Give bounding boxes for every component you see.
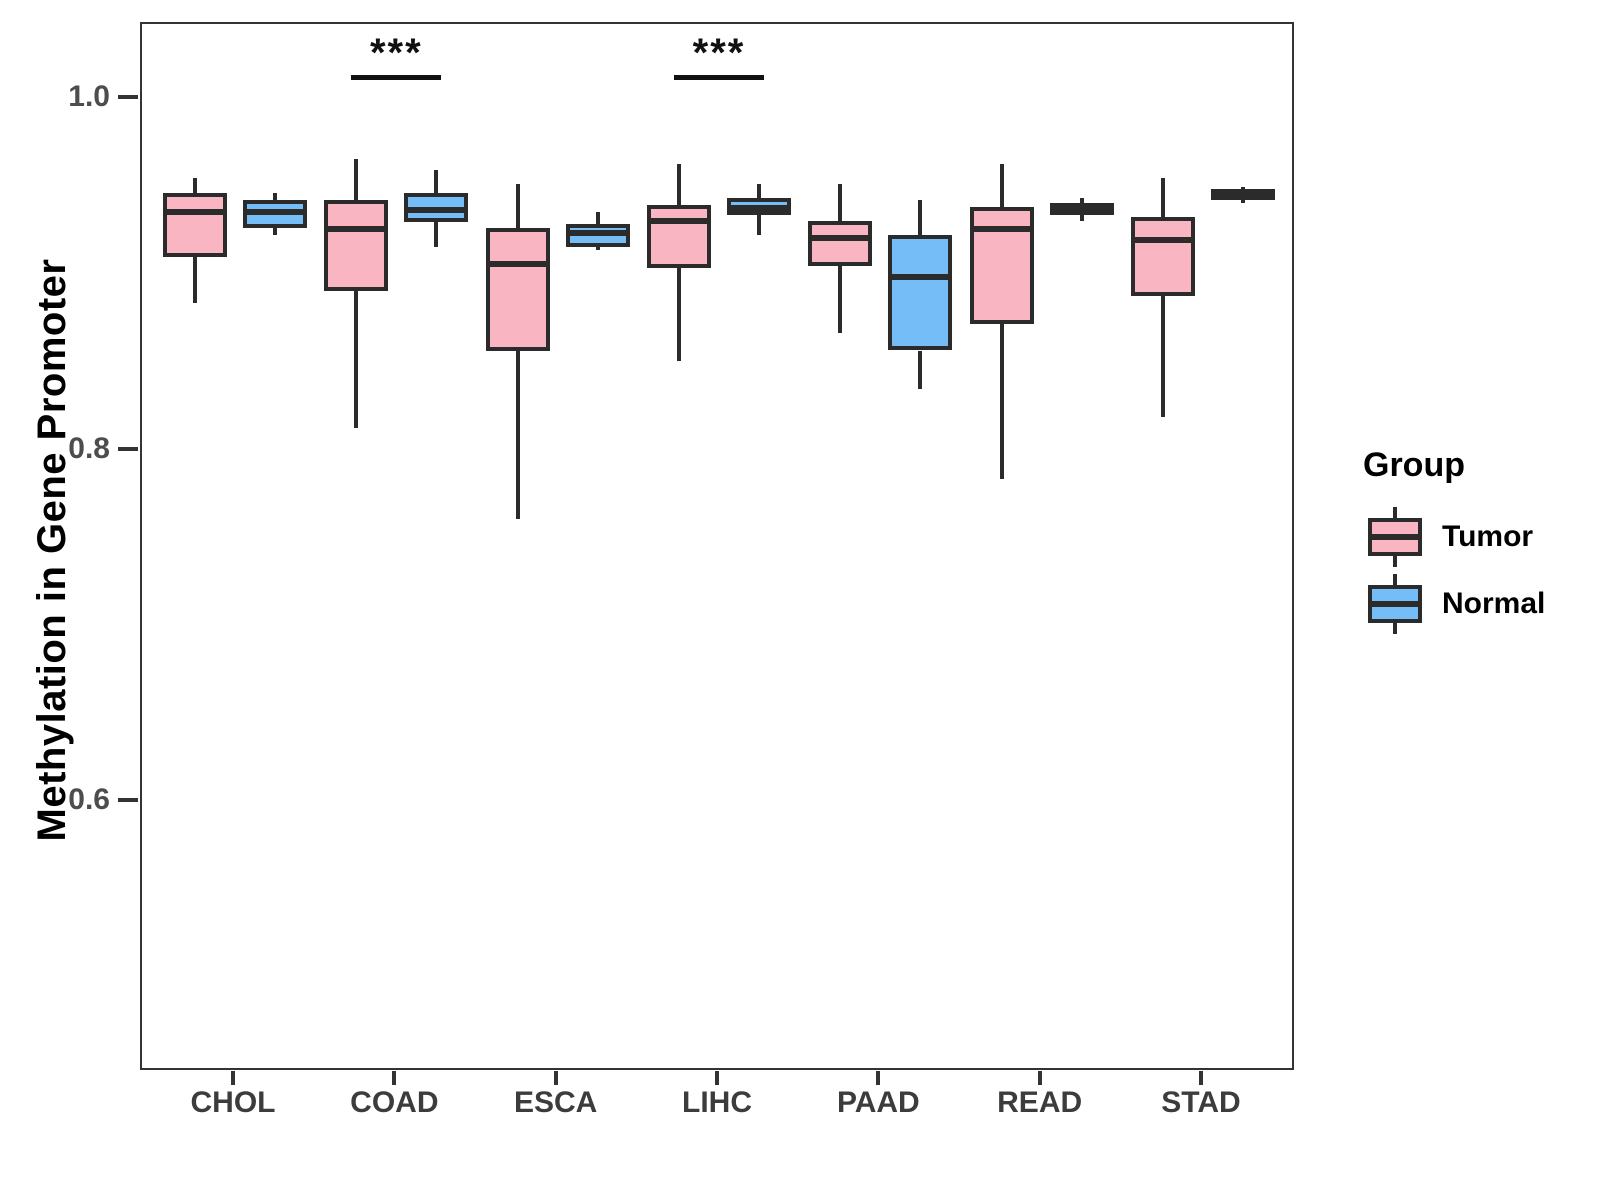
legend-item-label-tumor: Tumor <box>1442 520 1534 553</box>
median-line <box>565 229 630 236</box>
box-iqr <box>324 199 389 291</box>
median-line <box>727 205 791 212</box>
whisker-lower <box>354 290 359 428</box>
median-line <box>1131 236 1195 243</box>
x-category-label: PAAD <box>836 1086 920 1119</box>
whisker-upper <box>515 183 520 228</box>
significance-bar <box>351 74 442 80</box>
median-line <box>808 235 873 242</box>
median-line <box>485 261 550 268</box>
whisker-upper <box>595 211 600 225</box>
x-tick-mark <box>876 1071 881 1085</box>
box-iqr <box>163 192 227 258</box>
median-line <box>404 207 469 214</box>
y-tick-label: 1.0 <box>68 80 110 114</box>
box-iqr <box>647 204 711 268</box>
x-tick-mark <box>392 1071 397 1085</box>
x-category-label: ESCA <box>513 1086 598 1119</box>
y-tick-mark <box>118 95 138 100</box>
box-iqr <box>485 227 550 351</box>
median-line <box>1049 205 1114 212</box>
x-tick-mark <box>715 1071 719 1085</box>
whisker-lower <box>838 266 843 333</box>
whisker-upper <box>1079 197 1084 204</box>
whisker-lower <box>595 246 600 251</box>
whisker-lower <box>918 350 923 390</box>
whisker-lower <box>1161 296 1165 418</box>
whisker-upper <box>1161 178 1165 218</box>
whisker-upper <box>1241 187 1245 189</box>
y-tick-mark <box>118 797 138 802</box>
y-tick-mark <box>118 446 138 451</box>
legend-key-normal-icon <box>1368 574 1422 634</box>
legend-item-label-normal: Normal <box>1442 587 1546 620</box>
whisker-lower <box>1079 215 1084 221</box>
whisker-upper <box>918 199 923 235</box>
x-tick-mark <box>1199 1071 1203 1085</box>
box-iqr <box>888 234 953 351</box>
box-iqr <box>1131 217 1195 297</box>
significance-stars: *** <box>369 30 423 75</box>
x-category-label: STAD <box>1161 1086 1241 1119</box>
whisker-lower <box>193 257 197 304</box>
x-category-label: CHOL <box>190 1086 276 1119</box>
whisker-upper <box>273 192 277 200</box>
whisker-lower <box>677 268 681 362</box>
median-line <box>243 208 307 215</box>
whisker-upper <box>999 164 1004 207</box>
x-category-label: READ <box>997 1086 1083 1119</box>
whisker-upper <box>757 183 761 198</box>
x-category-label: COAD <box>350 1086 439 1119</box>
whisker-lower <box>1241 199 1245 204</box>
x-tick-mark <box>1037 1071 1042 1085</box>
median-line <box>324 226 389 233</box>
whisker-lower <box>515 350 520 520</box>
whisker-upper <box>434 169 439 193</box>
whisker-upper <box>193 178 197 193</box>
x-tick-mark <box>553 1071 558 1085</box>
x-tick-mark <box>231 1071 235 1085</box>
box-iqr <box>808 220 873 267</box>
whisker-lower <box>273 227 277 235</box>
whisker-upper <box>677 164 681 205</box>
box-iqr <box>969 206 1034 325</box>
median-line <box>647 217 711 224</box>
significance-bar <box>674 74 764 80</box>
whisker-lower <box>999 324 1004 479</box>
whisker-upper <box>838 183 843 221</box>
median-line <box>969 226 1034 233</box>
plot-panel: *** *** <box>140 22 1294 1070</box>
median-line <box>1211 191 1275 198</box>
legend: Group Tumor Normal <box>1330 440 1590 660</box>
whisker-upper <box>354 159 359 200</box>
legend-title: Group <box>1363 446 1465 484</box>
whisker-lower <box>434 222 439 247</box>
legend-key-tumor-icon <box>1368 507 1422 567</box>
whisker-lower <box>757 215 761 235</box>
median-line <box>163 208 227 215</box>
significance-stars: *** <box>692 30 746 75</box>
y-axis-title: Methylation in Gene Promoter <box>30 258 74 842</box>
median-line <box>888 273 953 280</box>
x-category-label: LIHC <box>682 1086 752 1119</box>
